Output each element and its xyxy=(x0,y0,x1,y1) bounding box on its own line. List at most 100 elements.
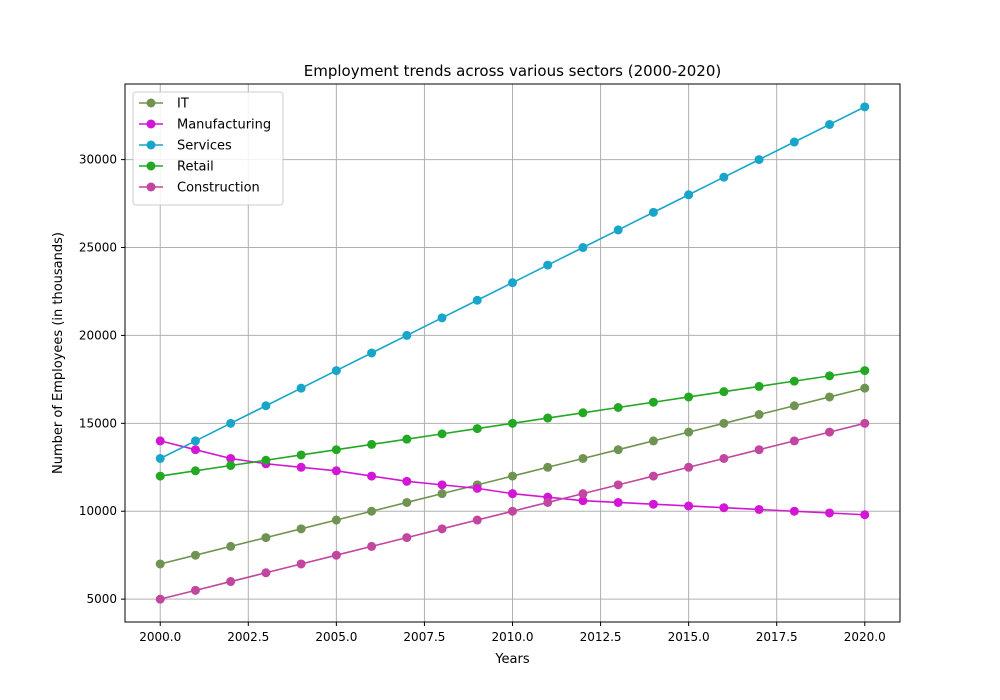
data-point-services xyxy=(543,260,553,270)
data-point-services xyxy=(472,295,482,305)
data-point-it xyxy=(825,392,835,402)
axis-ticks: 2000.0 2002.5 2005.0 2007.5 2010.0 2012.5 2015… xyxy=(79,153,886,644)
data-point-construction xyxy=(226,577,236,587)
legend: IT Manufacturing Services Retail Constructio… xyxy=(132,91,284,206)
data-point-manufacturing xyxy=(155,436,165,446)
data-point-it xyxy=(613,445,623,455)
data-point-it xyxy=(437,489,447,499)
data-point-construction xyxy=(754,445,764,455)
series-it xyxy=(155,383,870,569)
x-axis-label: Years xyxy=(494,652,530,667)
series-lines xyxy=(155,102,870,604)
legend-item-services: Services xyxy=(139,139,232,154)
data-point-manufacturing xyxy=(860,510,870,520)
series-construction xyxy=(155,418,870,604)
data-point-services xyxy=(261,401,271,411)
data-point-construction xyxy=(825,427,835,437)
x-tick-label: 2015.0 xyxy=(668,630,710,644)
data-point-construction xyxy=(578,489,588,499)
y-tick-label: 20000 xyxy=(79,328,117,342)
data-point-services xyxy=(789,137,799,147)
data-point-retail xyxy=(684,392,694,402)
data-point-construction xyxy=(296,559,306,569)
legend-item-it: IT xyxy=(139,97,189,112)
data-point-retail xyxy=(296,450,306,460)
legend-swatch-marker xyxy=(146,140,156,150)
data-point-retail xyxy=(190,466,200,476)
data-point-construction xyxy=(190,585,200,595)
x-tick-label: 2017.5 xyxy=(756,630,798,644)
data-point-it xyxy=(754,410,764,420)
data-point-retail xyxy=(789,376,799,386)
data-point-construction xyxy=(613,480,623,490)
x-tick-label: 2012.5 xyxy=(580,630,622,644)
data-point-services xyxy=(331,366,341,376)
series-services xyxy=(155,102,870,463)
data-point-retail xyxy=(578,408,588,418)
data-point-it xyxy=(261,533,271,543)
x-tick-label: 2000.0 xyxy=(139,630,181,644)
data-point-manufacturing xyxy=(331,466,341,476)
data-point-services xyxy=(684,190,694,200)
data-point-services xyxy=(367,348,377,358)
data-point-manufacturing xyxy=(508,489,517,499)
legend-swatch-marker xyxy=(146,119,156,129)
data-point-manufacturing xyxy=(648,499,658,509)
data-point-services xyxy=(719,172,729,182)
data-point-it xyxy=(367,506,377,516)
y-tick-label: 30000 xyxy=(79,153,117,167)
data-point-construction xyxy=(508,506,517,516)
data-point-manufacturing xyxy=(789,506,799,516)
data-point-retail xyxy=(754,381,764,391)
y-axis-label: Number of Employees (in thousands) xyxy=(51,232,66,474)
data-point-construction xyxy=(860,418,870,428)
data-point-it xyxy=(508,471,517,481)
data-point-construction xyxy=(684,462,694,472)
data-point-it xyxy=(543,462,553,472)
legend-label: Retail xyxy=(177,160,214,175)
data-point-services xyxy=(648,207,658,217)
data-point-manufacturing xyxy=(437,480,447,490)
data-point-retail xyxy=(825,371,835,381)
legend-swatch-marker xyxy=(146,161,156,171)
data-point-manufacturing xyxy=(367,471,377,481)
y-tick-label: 25000 xyxy=(79,241,117,255)
x-tick-label: 2020.0 xyxy=(844,630,886,644)
data-point-construction xyxy=(155,594,165,604)
data-point-manufacturing xyxy=(190,445,200,455)
legend-swatch-marker xyxy=(146,182,156,192)
chart-title: Employment trends across various sectors… xyxy=(304,62,721,80)
data-point-services xyxy=(825,119,835,129)
data-point-services xyxy=(613,225,623,235)
data-point-it xyxy=(331,515,341,525)
data-point-it xyxy=(578,453,588,463)
data-point-manufacturing xyxy=(402,476,412,486)
legend-item-construction: Construction xyxy=(139,181,260,196)
data-point-manufacturing xyxy=(825,508,835,518)
legend-label: IT xyxy=(177,97,189,112)
data-point-manufacturing xyxy=(296,462,306,472)
data-point-retail xyxy=(543,413,553,423)
data-point-retail xyxy=(402,434,412,444)
data-point-services xyxy=(190,436,200,446)
data-point-manufacturing xyxy=(578,496,588,506)
data-point-retail xyxy=(860,366,870,376)
legend-label: Manufacturing xyxy=(177,118,271,133)
data-point-retail xyxy=(331,445,341,455)
data-point-construction xyxy=(648,471,658,481)
legend-item-retail: Retail xyxy=(139,160,214,175)
data-point-construction xyxy=(402,533,412,543)
legend-label: Services xyxy=(177,139,232,154)
data-point-manufacturing xyxy=(613,497,623,507)
data-point-manufacturing xyxy=(684,501,694,511)
data-point-it xyxy=(155,559,165,569)
legend-label: Construction xyxy=(177,181,260,196)
legend-item-manufacturing: Manufacturing xyxy=(139,118,271,133)
data-point-services xyxy=(155,453,165,463)
data-point-it xyxy=(226,541,236,551)
data-point-manufacturing xyxy=(226,453,236,463)
legend-swatch-marker xyxy=(146,98,156,108)
data-point-retail xyxy=(155,471,165,481)
data-point-retail xyxy=(613,403,623,413)
